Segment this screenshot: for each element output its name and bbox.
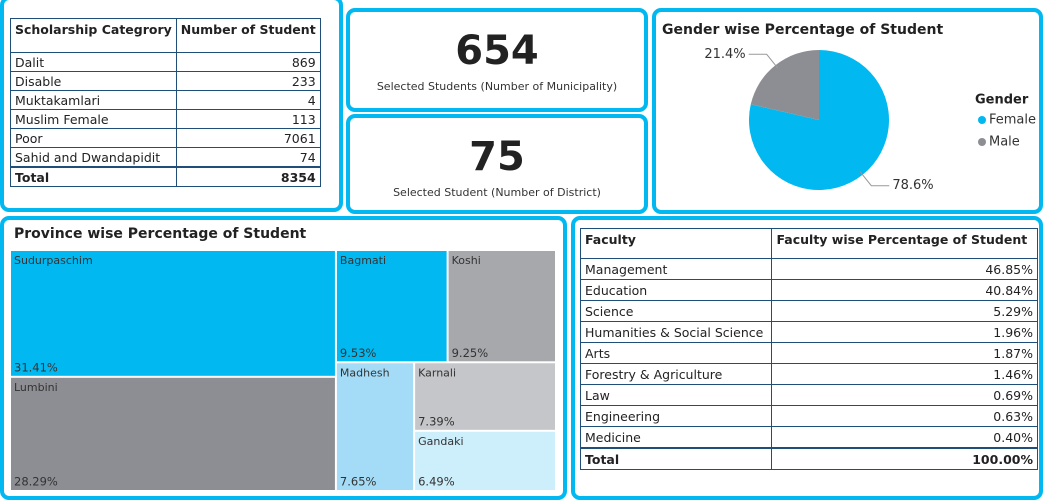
tile-value: 31.41% xyxy=(14,360,58,374)
table-row: Medicine 0.40% xyxy=(579,426,1038,449)
tile-value: 9.53% xyxy=(340,346,377,360)
table-row: Total 8354 xyxy=(10,166,321,187)
pie-slice xyxy=(750,50,819,120)
tile-value: 6.49% xyxy=(418,475,455,489)
district-card-panel xyxy=(346,114,648,214)
table-row: Disable 233 xyxy=(10,71,321,91)
treemap-tile xyxy=(448,251,555,362)
table-cell: Engineering xyxy=(579,405,773,427)
treemap-tile xyxy=(336,251,447,362)
data-label: 78.6% xyxy=(892,178,933,193)
tile-value: 7.39% xyxy=(418,414,455,428)
table-cell: Poor xyxy=(10,128,177,148)
table-cell: Muktakamlari xyxy=(10,90,177,110)
table-row: Faculty Faculty wise Percentage of Studen… xyxy=(579,228,1038,259)
table-row: Dalit 869 xyxy=(10,52,321,72)
tile-label: Madhesh xyxy=(340,366,390,379)
table-row: Engineering 0.63% xyxy=(579,405,1038,427)
table-cell: 8354 xyxy=(175,166,321,187)
legend-label: Male xyxy=(989,135,1020,150)
leader-line xyxy=(748,53,779,69)
table-cell: 0.63% xyxy=(771,405,1038,427)
table-cell: Education xyxy=(579,279,773,301)
tile-value: 7.65% xyxy=(340,475,377,489)
table-cell: Muslim Female xyxy=(10,109,177,129)
chart-title: Gender wise Percentage of Student xyxy=(662,22,943,38)
treemap-tile xyxy=(11,251,335,376)
tile-label: Koshi xyxy=(452,254,481,267)
card-label: Selected Students (Number of Municipalit… xyxy=(376,80,618,93)
table-cell: 74 xyxy=(175,147,321,168)
table-cell: 113 xyxy=(175,109,321,129)
treemap-tile xyxy=(11,377,335,490)
table-cell: 7061 xyxy=(175,128,321,148)
table-row: Scholarship Categrory Number of Student xyxy=(10,18,321,53)
legend-swatch xyxy=(978,138,986,146)
treemap-tile xyxy=(336,363,414,490)
tile-value: 28.29% xyxy=(14,475,58,489)
table-cell: 0.40% xyxy=(771,426,1038,449)
table-cell: Scholarship Categrory xyxy=(10,18,177,53)
table-cell: 100.00% xyxy=(771,447,1038,470)
table-row: Muktakamlari 4 xyxy=(10,90,321,110)
municipality-card: 654 Selected Students (Number of Municip… xyxy=(346,28,648,93)
table-cell: 1.46% xyxy=(771,363,1038,385)
table-row: Law 0.69% xyxy=(579,384,1038,406)
table-cell: Total xyxy=(579,447,773,470)
tile-value: 9.25% xyxy=(452,346,489,360)
table-row: Education 40.84% xyxy=(579,279,1038,301)
card-value: 654 xyxy=(455,28,539,74)
municipality-card-panel xyxy=(346,8,648,112)
tile-label: Sudurpaschim xyxy=(14,254,93,267)
leader-line xyxy=(859,171,890,187)
data-label: 21.4% xyxy=(704,47,745,62)
legend-label: Female xyxy=(989,113,1036,128)
legend-title: Gender xyxy=(975,93,1029,108)
legend-swatch xyxy=(978,116,986,124)
table-cell: Forestry & Agriculture xyxy=(579,363,773,385)
treemap-tile xyxy=(415,431,555,490)
tile-label: Gandaki xyxy=(418,435,463,448)
tile-label: Karnali xyxy=(418,366,456,379)
tile-label: Lumbini xyxy=(14,381,58,394)
treemap-tile xyxy=(415,363,555,430)
scholarship-table: Scholarship Categrory Number of Student Da… xyxy=(10,18,321,187)
table-cell: Total xyxy=(10,166,177,187)
table-cell: Dalit xyxy=(10,52,177,72)
card-label: Selected Student (Number of District) xyxy=(393,186,601,199)
chart-title: Province wise Percentage of Student xyxy=(14,226,307,242)
tile-label: Bagmati xyxy=(340,254,386,267)
table-row: Total 100.00% xyxy=(579,447,1038,470)
faculty-table: Faculty Faculty wise Percentage of Studen… xyxy=(579,228,1038,470)
table-row: Forestry & Agriculture 1.46% xyxy=(579,363,1038,385)
district-card: 75 Selected Student (Number of District) xyxy=(346,134,648,199)
table-row: Poor 7061 xyxy=(10,128,321,148)
card-value: 75 xyxy=(469,134,525,180)
table-row: Muslim Female 113 xyxy=(10,109,321,129)
table-cell: Faculty xyxy=(579,228,773,259)
